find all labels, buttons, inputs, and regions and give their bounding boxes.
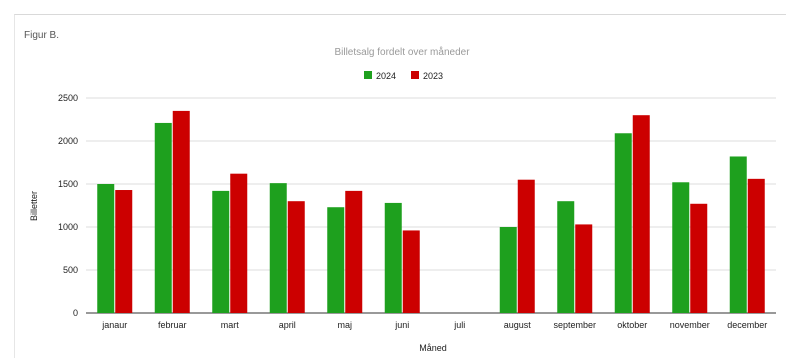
x-tick-label: december [727, 320, 767, 330]
x-tick-label: oktober [617, 320, 647, 330]
bar-2024-mart [212, 190, 230, 313]
y-tick-label: 2500 [58, 93, 78, 103]
bar-2023-februar [172, 110, 190, 314]
bar-2024-april [269, 183, 287, 313]
chart-title: Billetsalg fordelt over måneder [334, 46, 470, 58]
legend: 2024 2023 [364, 71, 443, 81]
bar-2023-november [690, 203, 708, 313]
bar-2024-oktober [614, 133, 632, 313]
bars [97, 110, 765, 314]
bar-2024-maj [327, 207, 345, 313]
figure-label: Figur B. [24, 30, 60, 41]
gridlines [86, 97, 776, 314]
bar-2023-december [747, 178, 765, 313]
legend-swatch-2023 [411, 71, 419, 79]
bar-2024-november [672, 182, 690, 313]
x-tick-label: janaur [101, 320, 127, 330]
y-tick-label: 2000 [58, 136, 78, 146]
bar-2023-juni [402, 230, 420, 313]
x-tick-label: maj [337, 320, 352, 330]
bar-2023-august [517, 179, 535, 313]
x-axis-label: Måned [419, 343, 447, 353]
y-tick-label: 0 [73, 308, 78, 318]
legend-label-2024: 2024 [376, 71, 396, 81]
x-tick-label: april [279, 320, 296, 330]
y-tick-label: 500 [63, 265, 78, 275]
y-axis-label: Billetter [29, 191, 39, 221]
bar-2024-februar [154, 122, 172, 313]
bar-2024-september [557, 201, 575, 313]
x-tick-label: august [504, 320, 532, 330]
bar-2023-september [575, 224, 593, 313]
x-tick-label: september [553, 320, 596, 330]
x-tick-label: mart [221, 320, 239, 330]
y-axis-ticks: 0 500 1000 1500 2000 2500 [58, 93, 78, 318]
bar-2024-juni [384, 202, 402, 313]
x-tick-label: juni [394, 320, 409, 330]
x-axis-ticks: janaur februar mart april maj juni juli august s… [101, 320, 767, 330]
bar-2024-janaur [97, 184, 115, 313]
x-tick-label: februar [158, 320, 187, 330]
x-tick-label: november [670, 320, 710, 330]
bar-2023-oktober [632, 115, 650, 313]
legend-swatch-2024 [364, 71, 372, 79]
bar-2023-mart [230, 173, 248, 313]
x-tick-label: juli [453, 320, 465, 330]
y-tick-label: 1500 [58, 179, 78, 189]
bar-2024-august [499, 227, 517, 313]
bar-2023-janaur [115, 190, 133, 313]
y-tick-label: 1000 [58, 222, 78, 232]
bar-2023-maj [345, 190, 363, 313]
bar-2023-april [287, 201, 305, 313]
bar-2024-december [729, 156, 747, 313]
legend-label-2023: 2023 [423, 71, 443, 81]
